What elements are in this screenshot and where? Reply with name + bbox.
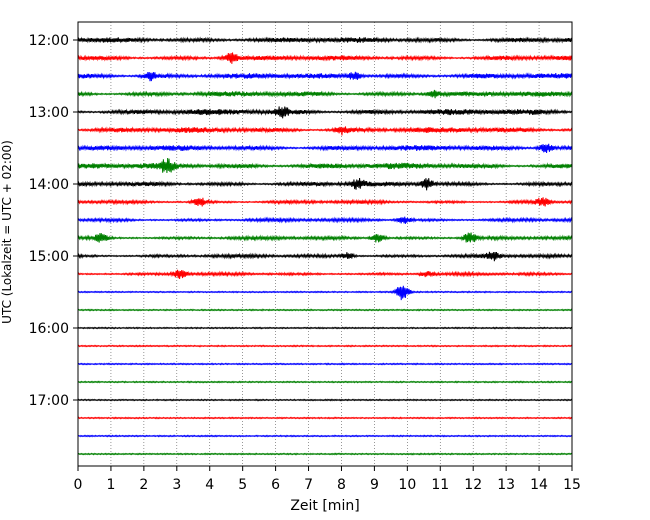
trace-1530: [77, 285, 573, 301]
trace-1215: [77, 52, 573, 64]
x-axis-label: Zeit [min]: [290, 498, 359, 514]
trace-1245: [77, 89, 573, 99]
x-tick-label: 9: [370, 477, 379, 493]
trace-1730: [77, 434, 573, 438]
x-tick-label: 12: [464, 477, 482, 493]
x-tick-label: 10: [398, 477, 416, 493]
x-tick-label: 13: [497, 477, 515, 493]
trace-1415: [77, 197, 573, 207]
x-tick-label: 8: [337, 477, 346, 493]
x-tick-label: 14: [530, 477, 548, 493]
trace-1445: [77, 232, 573, 243]
trace-1315: [77, 126, 573, 136]
x-tick-label: 15: [563, 477, 581, 493]
y-tick-label: 14:00: [29, 177, 69, 193]
x-tick-label: 2: [139, 477, 148, 493]
trace-1715: [77, 416, 573, 420]
trace-1430: [77, 216, 573, 224]
x-tick-label: 0: [74, 477, 83, 493]
trace-1330: [77, 143, 573, 154]
trace-1345: [77, 157, 573, 174]
y-tick-label: 16:00: [29, 321, 69, 337]
trace-1745: [77, 452, 573, 456]
trace-1230: [77, 71, 573, 82]
x-tick-label: 1: [106, 477, 115, 493]
trace-1700: [77, 398, 573, 402]
trace-1200: [77, 36, 573, 44]
x-tick-label: 11: [431, 477, 449, 493]
trace-1545: [77, 308, 573, 312]
x-tick-label: 5: [238, 477, 247, 493]
y-tick-label: 12:00: [29, 33, 69, 49]
y-tick-label: 17:00: [29, 393, 69, 409]
y-tick-label: 15:00: [29, 249, 69, 265]
trace-1630: [77, 362, 573, 366]
plot-frame: [77, 21, 573, 467]
y-axis-label: UTC (Lokalzeit = UTC + 02:00): [0, 140, 14, 324]
trace-1600: [77, 326, 573, 330]
y-tick-label: 13:00: [29, 105, 69, 121]
x-tick-label: 7: [304, 477, 313, 493]
trace-1300: [77, 106, 573, 119]
seismic-traces: [77, 36, 573, 456]
trace-1615: [77, 344, 573, 348]
x-tick-label: 3: [172, 477, 181, 493]
trace-1500: [77, 251, 573, 262]
trace-1400: [77, 177, 573, 191]
trace-1645: [77, 380, 573, 384]
x-tick-label: 4: [205, 477, 214, 493]
trace-1515: [77, 269, 573, 280]
y-axis: 12:00 13:00 14:00 15:00 16:00 17:00: [29, 33, 78, 409]
x-tick-label: 6: [271, 477, 280, 493]
x-axis: 0 1 2 3 4 5 6 7 8 9 10 11 12 13 14 15: [74, 466, 581, 493]
